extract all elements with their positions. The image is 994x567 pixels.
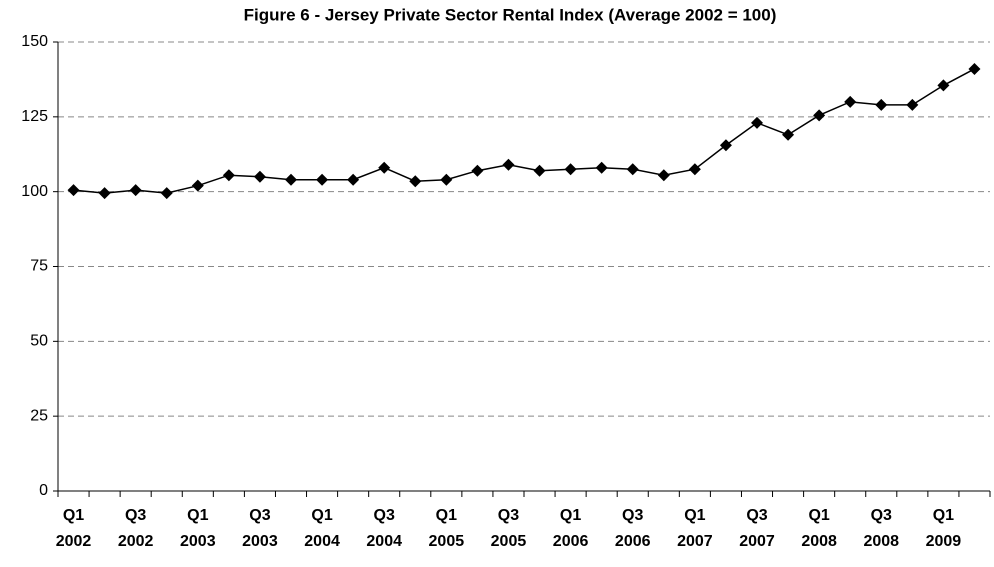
x-tick-label: Q1 2009 — [925, 507, 962, 550]
marker — [906, 98, 919, 111]
x-tick-label: Q1 2008 — [801, 507, 837, 550]
x-tick-label: Q3 2006 — [614, 507, 651, 550]
marker — [844, 95, 857, 108]
x-tick-label: Q1 2005 — [428, 507, 465, 550]
marker — [98, 187, 111, 200]
x-tick-label: Q1 2003 — [180, 507, 216, 550]
marker — [626, 163, 639, 176]
chart-title: Figure 6 - Jersey Private Sector Rental … — [244, 5, 777, 24]
marker — [285, 173, 297, 186]
x-tick-label: Q3 2005 — [490, 507, 527, 550]
marker — [316, 173, 329, 186]
marker — [751, 116, 763, 129]
marker — [253, 170, 266, 183]
marker — [191, 179, 204, 192]
marker — [688, 163, 701, 176]
x-tick-label: Q1 2006 — [552, 507, 589, 550]
y-tick-label: 50 — [30, 333, 48, 350]
x-tick-label: Q3 2007 — [739, 507, 775, 550]
x-tick-label: Q3 2004 — [366, 507, 402, 550]
x-tick-label: Q3 2003 — [242, 507, 278, 550]
marker — [968, 62, 981, 75]
marker — [440, 173, 453, 186]
y-tick-label: 100 — [21, 183, 48, 200]
x-tick-label: Q3 2008 — [863, 507, 900, 550]
marker — [875, 98, 888, 111]
marker — [782, 128, 795, 141]
marker — [937, 79, 950, 92]
marker — [657, 169, 670, 182]
marker — [502, 158, 515, 171]
marker — [129, 184, 142, 197]
marker — [409, 175, 422, 188]
marker — [222, 169, 235, 182]
marker — [719, 139, 732, 152]
marker — [378, 161, 391, 174]
line — [73, 68, 975, 194]
marker — [533, 164, 546, 177]
marker — [67, 184, 80, 197]
marker — [595, 161, 608, 174]
y-tick-label: 0 — [39, 482, 48, 499]
marker — [813, 109, 826, 122]
marker — [471, 164, 484, 177]
marker — [347, 173, 360, 186]
marker — [160, 187, 173, 200]
x-tick-label: Q3 2002 — [117, 507, 154, 550]
x-tick-label: Q1 2004 — [304, 507, 340, 550]
x-tick-label: Q1 2002 — [55, 507, 92, 550]
x-tick-label: Q1 2007 — [677, 507, 713, 550]
y-tick-label: 150 — [21, 33, 48, 50]
y-tick-label: 25 — [30, 407, 48, 424]
marker — [564, 163, 577, 176]
y-tick-label: 75 — [30, 258, 48, 275]
y-tick-label: 125 — [21, 108, 48, 125]
